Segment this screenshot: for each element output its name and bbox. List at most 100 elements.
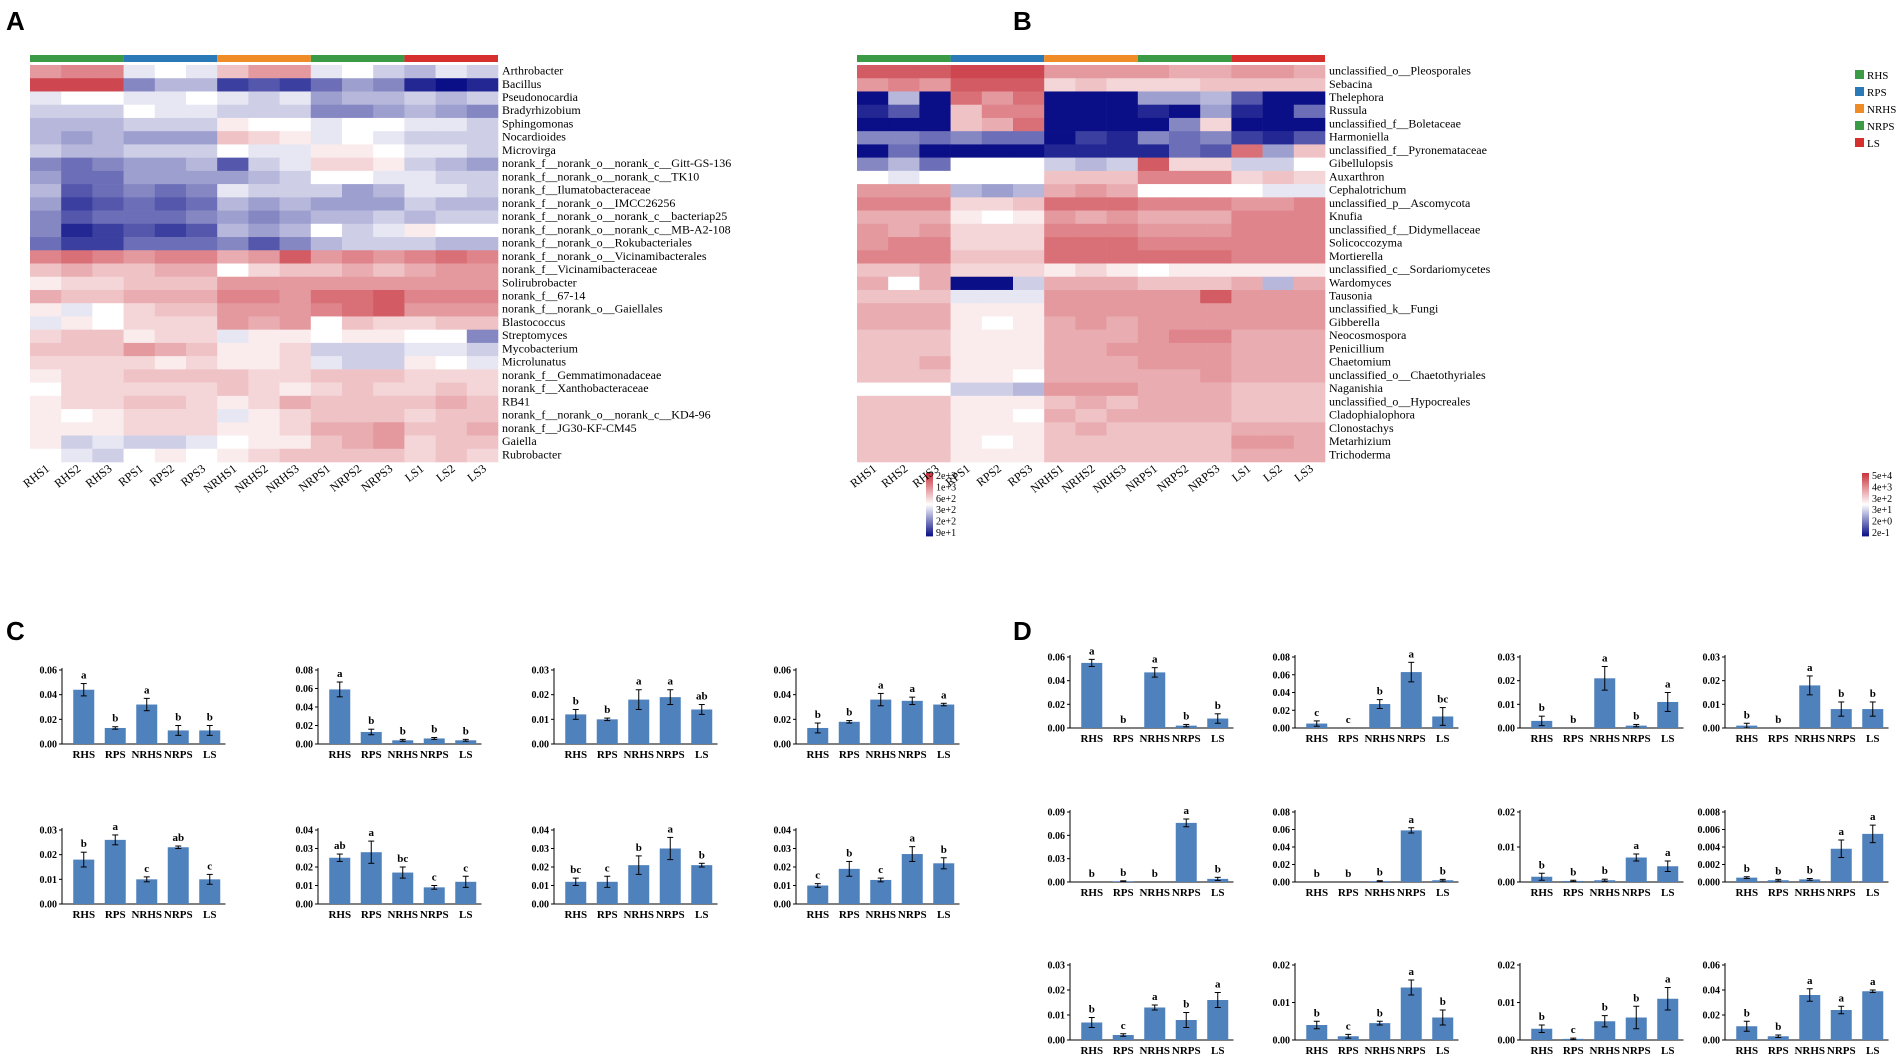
colorbar-segment bbox=[926, 477, 933, 480]
heatmap-cell bbox=[373, 78, 405, 92]
heatmap-cell bbox=[310, 316, 343, 330]
y-tick-label: 0.00 bbox=[296, 740, 314, 751]
heatmap-cell bbox=[61, 342, 93, 357]
heatmap-cell bbox=[92, 117, 124, 132]
colorbar-segment bbox=[926, 495, 933, 498]
heatmap-cell bbox=[1075, 197, 1107, 211]
bar bbox=[1081, 1022, 1103, 1040]
heatmap-cell bbox=[1013, 289, 1045, 304]
bar bbox=[392, 740, 414, 744]
heatmap-cell bbox=[92, 435, 124, 450]
bar bbox=[1830, 848, 1852, 882]
heatmap-cell bbox=[61, 276, 93, 291]
heatmap-cell bbox=[1169, 289, 1201, 304]
heatmap-cell bbox=[1262, 303, 1295, 317]
heatmap-cell bbox=[123, 210, 156, 225]
heatmap-cell bbox=[92, 342, 124, 357]
colorbar-tick: 5e+4 bbox=[1872, 471, 1892, 482]
heatmap-cell bbox=[1044, 435, 1076, 450]
y-tick-label: 0.00 bbox=[1498, 1036, 1516, 1047]
heatmap-cell bbox=[61, 237, 93, 251]
heatmap-cell bbox=[857, 78, 889, 92]
heatmap-cell bbox=[950, 117, 983, 132]
bar-chart-tausonia: 0.00 0.02 0.04 0.06 0.08 c RHS c RPS b NRHS a NRPS bc… bbox=[1273, 648, 1459, 745]
heatmap-cell bbox=[857, 184, 889, 198]
x-tick-label: LS bbox=[1211, 887, 1224, 899]
heatmap-cell bbox=[310, 250, 343, 264]
heatmap-cell bbox=[310, 356, 343, 370]
bar bbox=[691, 709, 713, 744]
heatmap-cell bbox=[1262, 276, 1295, 291]
heatmap-cell bbox=[61, 91, 93, 105]
y-tick-label: 0.04 bbox=[1273, 688, 1291, 699]
heatmap-cell bbox=[30, 356, 62, 370]
heatmap-cell bbox=[888, 316, 920, 330]
heatmap-cell bbox=[1293, 382, 1326, 397]
heatmap-cell bbox=[1075, 448, 1107, 463]
x-tick-label: RHS bbox=[1080, 887, 1103, 899]
heatmap-cell bbox=[1200, 184, 1232, 198]
heatmap-cell bbox=[373, 382, 405, 397]
heatmap-cell bbox=[1231, 144, 1263, 158]
colorbar-segment bbox=[1862, 490, 1869, 493]
heatmap-cell bbox=[310, 422, 343, 436]
x-tick-label: NRHS bbox=[1589, 733, 1620, 745]
heatmap-cell bbox=[857, 435, 889, 450]
group-bar-nrps bbox=[310, 55, 405, 62]
x-tick-label: RPS bbox=[839, 909, 860, 921]
heatmap-cell bbox=[466, 65, 499, 79]
x-tick-label: NRPS bbox=[164, 909, 193, 921]
heatmap-cell bbox=[466, 435, 499, 450]
heatmap-cell bbox=[186, 157, 218, 172]
y-tick-label: 0.03 bbox=[296, 844, 314, 855]
heatmap-cell bbox=[981, 237, 1014, 251]
heatmap-cell bbox=[435, 316, 468, 330]
heatmap-layer: ArthrobacterBacillusPseudonocardiaBradyr… bbox=[20, 55, 1896, 539]
heatmap-cell bbox=[1075, 342, 1107, 357]
colorbar-segment bbox=[1862, 480, 1869, 483]
heatmap-cell bbox=[248, 342, 280, 357]
bar bbox=[73, 689, 95, 744]
heatmap-cell bbox=[342, 289, 374, 304]
legend-label: RHS bbox=[1867, 70, 1888, 82]
heatmap-cell bbox=[279, 157, 312, 172]
heatmap-cell bbox=[950, 409, 983, 423]
x-tick-label: NRPS bbox=[420, 909, 449, 921]
heatmap-cell bbox=[404, 276, 436, 291]
heatmap-cell bbox=[61, 382, 93, 397]
heatmap-cell bbox=[981, 409, 1014, 423]
heatmap-cell bbox=[919, 329, 951, 344]
x-tick-label: NRHS bbox=[1794, 733, 1825, 745]
heatmap-cell bbox=[123, 276, 156, 291]
y-tick-label: 0.02 bbox=[296, 721, 314, 732]
heatmap-cell bbox=[1200, 448, 1232, 463]
significance-letter: a bbox=[1602, 652, 1608, 664]
heatmap-cell bbox=[435, 422, 468, 436]
colorbar-segment bbox=[1862, 493, 1869, 496]
heatmap-cell bbox=[1106, 342, 1139, 357]
heatmap-cell bbox=[217, 316, 249, 330]
heatmap-cell bbox=[373, 131, 405, 145]
heatmap-cell bbox=[1013, 329, 1045, 344]
y-tick-label: 0.04 bbox=[774, 690, 792, 701]
heatmap-cell bbox=[123, 144, 156, 158]
row-label: Solirubrobacter bbox=[502, 275, 577, 289]
x-tick-label: RPS bbox=[1338, 733, 1359, 745]
heatmap-cell bbox=[404, 131, 436, 145]
colorbar-segment bbox=[926, 524, 933, 527]
heatmap-cell bbox=[1075, 223, 1107, 238]
y-tick-label: 0.00 bbox=[1273, 878, 1291, 889]
heatmap-cell bbox=[279, 276, 312, 291]
row-label: Sphingomonas bbox=[502, 116, 574, 130]
heatmap-cell bbox=[466, 131, 499, 145]
legend-swatch bbox=[1855, 121, 1864, 130]
heatmap-cell bbox=[857, 237, 889, 251]
significance-letter: b bbox=[1570, 866, 1576, 878]
heatmap-cell bbox=[981, 91, 1014, 105]
y-tick-label: 0.04 bbox=[1273, 843, 1291, 854]
y-tick-label: 0.03 bbox=[1048, 854, 1066, 865]
colorbar-tick: 3e+1 bbox=[1872, 505, 1892, 516]
heatmap-cell bbox=[435, 144, 468, 158]
heatmap-cell bbox=[857, 117, 889, 132]
heatmap-cell bbox=[154, 237, 187, 251]
